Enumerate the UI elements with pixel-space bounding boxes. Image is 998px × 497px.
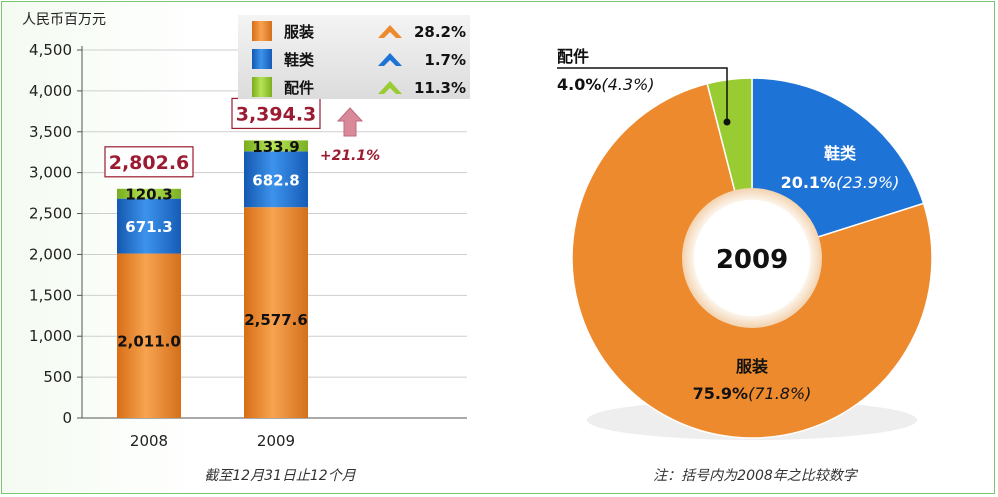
bar-apparel-2009 [244, 207, 308, 418]
y-tick-label: 1,000 [29, 327, 72, 345]
legend-growth-arrow-icon-footwear [378, 53, 402, 66]
accessories-leader-dot [723, 118, 731, 126]
x-axis-title: 截至12月31日止12个月 [204, 468, 356, 484]
total-growth-label: +21.1% [320, 148, 380, 164]
legend-swatch-apparel [252, 21, 272, 41]
bar-accessories-2008 [117, 188, 181, 199]
y-tick-label: 3,000 [29, 164, 72, 182]
y-axis-title: 人民币百万元 [22, 12, 106, 28]
slice-label-accessories: 配件 4.0%(4.3%) [557, 47, 731, 126]
y-tick-label: 4,500 [29, 41, 72, 59]
total-growth-indicator: +21.1% [320, 107, 380, 164]
bar-apparel-2008 [117, 253, 181, 418]
bar-value-label-apparel-2009: 2,577.6 [244, 311, 308, 329]
bar-value-label-accessories-2008: 120.3 [125, 186, 172, 204]
slice-footwear-percent: 20.1% [781, 173, 837, 192]
y-tick-label: 2,000 [29, 245, 72, 263]
slice-apparel-prior: (71.8%) [748, 384, 811, 403]
bar-accessories-2009 [244, 140, 308, 152]
slice-label-apparel-name: 服装 [736, 357, 768, 376]
total-box-2009 [231, 97, 321, 130]
slice-accessories-prior: (4.3%) [601, 75, 654, 94]
y-tick-label: 2,500 [29, 205, 72, 223]
total-label-2008: 2,802.6 [109, 152, 190, 174]
slice-label-footwear-name: 鞋类 [824, 144, 857, 163]
legend: 服装 28.2% 鞋类 1.7% 配件 11.3% [238, 15, 470, 99]
total-label-2009: 3,394.3 [236, 103, 317, 125]
slice-label-footwear-value: 20.1%(23.9%) [781, 173, 900, 192]
legend-label-apparel: 服装 [284, 23, 315, 41]
donut-chart: 2009 鞋类 20.1%(23.9%) 服装 75.9%(71.8%) 配件 … [557, 47, 933, 484]
bars: 2,011.0 671.3 120.3 2,802.6 2,577.6 682.8 133.… [104, 97, 321, 418]
y-tick-label: 0 [62, 409, 72, 427]
bar-value-label-apparel-2008: 2,011.0 [117, 333, 181, 351]
legend-growth-accessories: 11.3% [414, 79, 466, 97]
slice-label-accessories-value: 4.0%(4.3%) [557, 75, 655, 94]
slice-label-accessories-name: 配件 [557, 47, 589, 66]
donut-hole-inner [694, 200, 810, 316]
legend-background [238, 15, 470, 99]
y-tick-label: 3,500 [29, 123, 72, 141]
bar-chart: 0 500 1,000 1,500 2,000 2,500 3,000 3,500 4,000 4… [22, 12, 470, 484]
legend-label-footwear: 鞋类 [284, 51, 315, 69]
growth-up-arrow-icon [336, 107, 364, 137]
y-tick-label: 1,500 [29, 286, 72, 304]
slice-footwear-prior: (23.9%) [836, 173, 899, 192]
legend-growth-apparel: 28.2% [414, 23, 466, 41]
y-tick-label: 500 [43, 368, 72, 386]
accessories-leader-line [557, 67, 728, 122]
slice-apparel-percent: 75.9% [693, 384, 749, 403]
donut-note: 注：括号内为2008年之比较数字 [653, 468, 859, 484]
legend-growth-footwear: 1.7% [424, 51, 466, 69]
donut-center-label: 2009 [716, 245, 788, 275]
legend-swatch-footwear [252, 49, 272, 69]
legend-growth-arrow-icon-accessories [378, 81, 402, 94]
bar-value-label-footwear-2008: 671.3 [125, 218, 172, 236]
bar-value-label-footwear-2009: 682.8 [252, 171, 299, 189]
slice-label-apparel-value: 75.9%(71.8%) [693, 384, 812, 403]
x-tick-label-2008: 2008 [130, 432, 168, 450]
y-tick-label: 4,000 [29, 82, 72, 100]
slice-accessories-percent: 4.0% [557, 75, 601, 94]
legend-swatch-accessories [252, 77, 272, 97]
legend-growth-arrow-icon-apparel [378, 25, 402, 38]
bar-footwear-2008 [117, 198, 181, 254]
x-axis-tick-labels: 2008 2009 [130, 432, 295, 450]
bar-value-label-accessories-2009: 133.9 [252, 138, 299, 156]
bar-footwear-2009 [244, 151, 308, 208]
y-axis-tick-labels: 0 500 1,000 1,500 2,000 2,500 3,000 3,500 4,000 4… [29, 41, 72, 427]
x-tick-label-2009: 2009 [257, 432, 295, 450]
total-box-2008 [104, 146, 194, 178]
legend-label-accessories: 配件 [284, 79, 314, 97]
